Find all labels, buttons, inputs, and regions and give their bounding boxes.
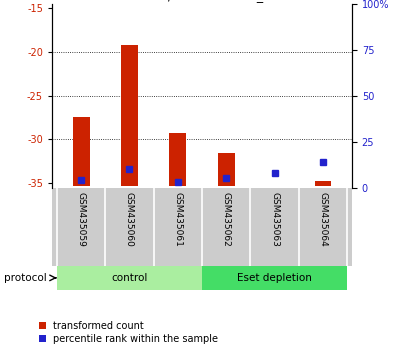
- Text: protocol: protocol: [4, 273, 47, 283]
- Text: GSM435059: GSM435059: [76, 192, 86, 246]
- Legend: transformed count, percentile rank within the sample: transformed count, percentile rank withi…: [37, 319, 220, 346]
- Bar: [218, 153, 235, 186]
- Bar: [121, 45, 138, 186]
- Text: GSM435060: GSM435060: [125, 192, 134, 246]
- Title: GDS3599 / scl20005.3.1_300-S: GDS3599 / scl20005.3.1_300-S: [105, 0, 299, 2]
- Text: control: control: [111, 273, 148, 283]
- Text: GSM435062: GSM435062: [222, 192, 231, 246]
- Text: GSM435064: GSM435064: [318, 192, 328, 246]
- Bar: [202, 266, 347, 290]
- Text: GSM435063: GSM435063: [270, 192, 279, 246]
- Text: GSM435061: GSM435061: [173, 192, 182, 246]
- Text: Eset depletion: Eset depletion: [237, 273, 312, 283]
- Bar: [169, 133, 186, 186]
- Bar: [57, 266, 202, 290]
- Bar: [314, 181, 332, 186]
- Bar: [72, 118, 90, 186]
